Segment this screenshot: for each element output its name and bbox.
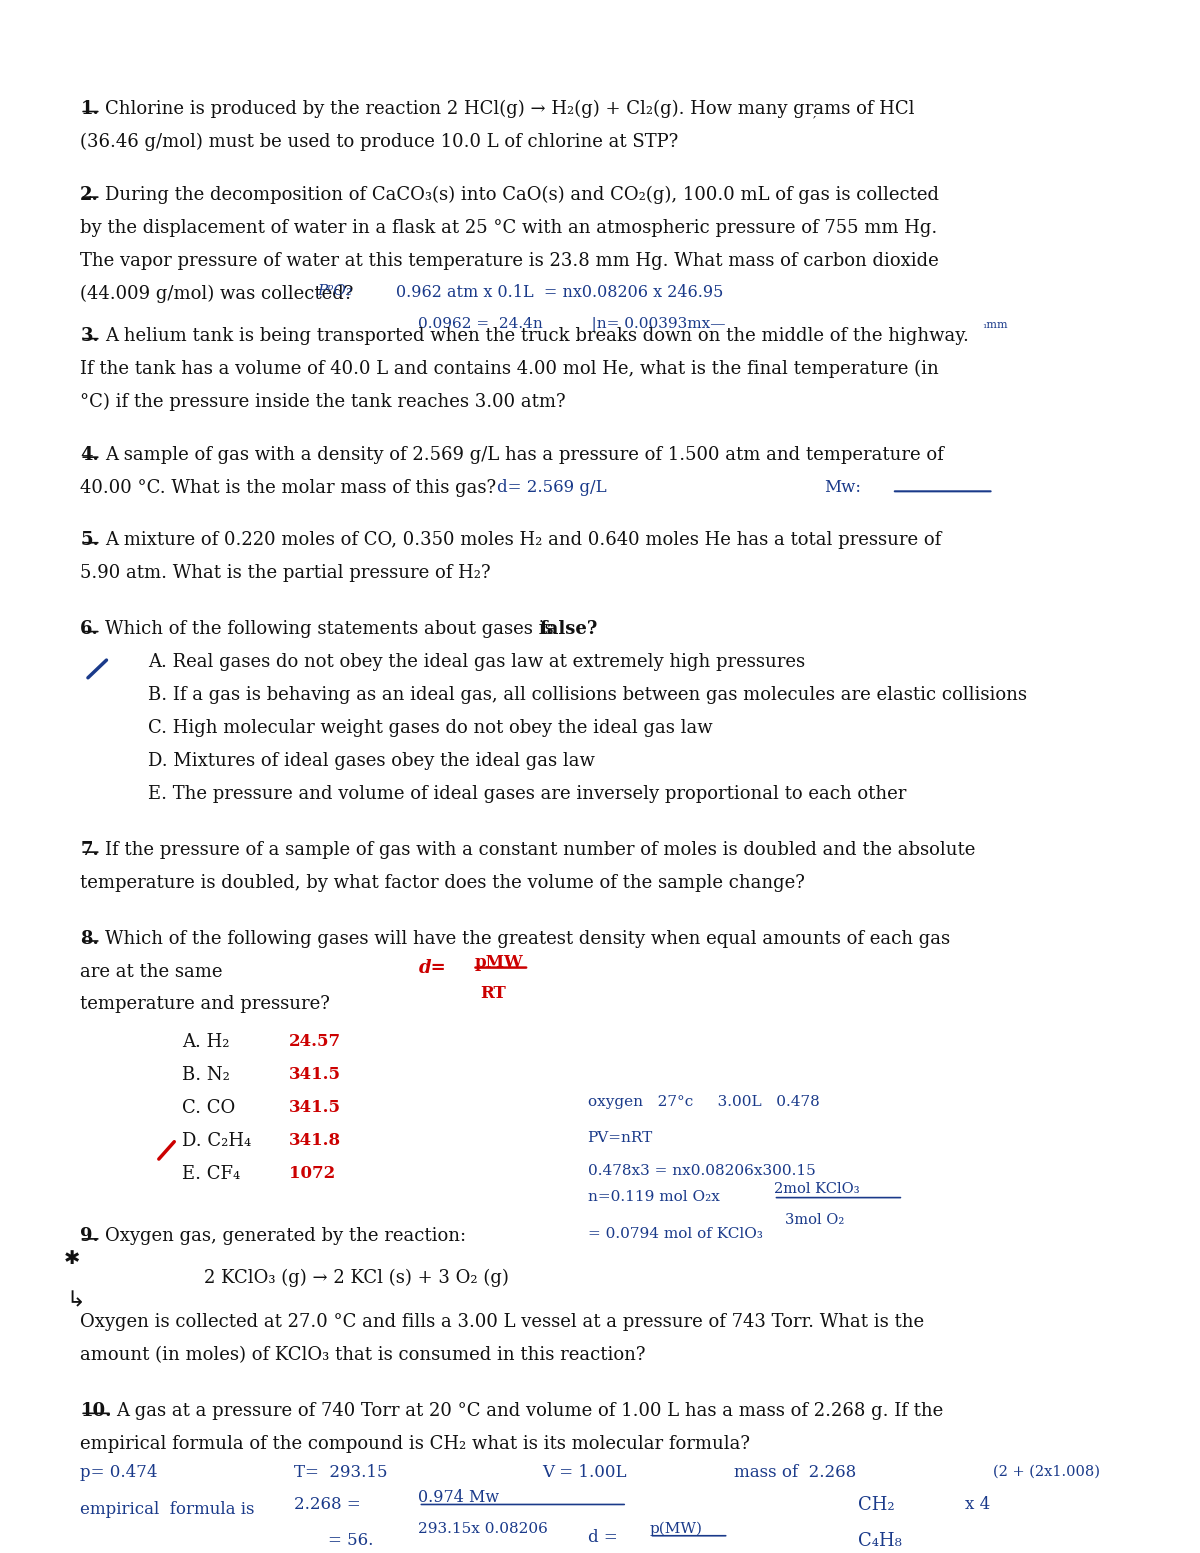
Text: 0.0962 =  24.4n          |n= 0.00393mx—: 0.0962 = 24.4n |n= 0.00393mx— [419, 317, 726, 332]
Text: 4.: 4. [80, 446, 100, 464]
Text: E. CF₄: E. CF₄ [181, 1165, 240, 1183]
Text: mass of  2.268: mass of 2.268 [734, 1464, 857, 1482]
Text: p(MW): p(MW) [649, 1522, 702, 1536]
Text: (36.46 g/mol) must be used to produce 10.0 L of chlorine at STP?: (36.46 g/mol) must be used to produce 10… [80, 134, 678, 151]
Text: 0.478x3 = nx0.08206x300.15: 0.478x3 = nx0.08206x300.15 [588, 1163, 815, 1177]
Text: ↳: ↳ [67, 1291, 85, 1311]
Text: 7.: 7. [80, 840, 100, 859]
Text: 5.: 5. [80, 531, 100, 550]
Text: temperature and pressure?: temperature and pressure? [80, 995, 330, 1014]
Text: ′: ′ [814, 115, 816, 129]
Text: Chlorine is produced by the reaction 2 HCl(g) → H₂(g) + Cl₂(g). How many grams o: Chlorine is produced by the reaction 2 H… [106, 99, 914, 118]
Text: T=  293.15: T= 293.15 [294, 1464, 388, 1482]
Text: = 0.0794 mol of KClO₃: = 0.0794 mol of KClO₃ [588, 1227, 762, 1241]
Text: 10.: 10. [80, 1402, 112, 1419]
Text: 2 KClO₃ (g) → 2 KCl (s) + 3 O₂ (g): 2 KClO₃ (g) → 2 KCl (s) + 3 O₂ (g) [204, 1269, 509, 1287]
Text: RT: RT [480, 985, 506, 1002]
Text: Mw:: Mw: [824, 478, 862, 495]
Text: A helium tank is being transported when the truck breaks down on the middle of t: A helium tank is being transported when … [106, 328, 968, 345]
Text: n=0.119 mol O₂x: n=0.119 mol O₂x [588, 1190, 720, 1204]
Text: (2 + (2x1.008): (2 + (2x1.008) [994, 1464, 1100, 1478]
Text: pMW: pMW [475, 954, 523, 971]
Text: Which of the following statements about gases is: Which of the following statements about … [106, 620, 559, 638]
Text: 1.: 1. [80, 99, 100, 118]
Text: A gas at a pressure of 740 Torr at 20 °C and volume of 1.00 L has a mass of 2.26: A gas at a pressure of 740 Torr at 20 °C… [116, 1402, 943, 1419]
Text: 5.90 atm. What is the partial pressure of H₂?: 5.90 atm. What is the partial pressure o… [80, 564, 491, 582]
Text: Oxygen is collected at 27.0 °C and fills a 3.00 L vessel at a pressure of 743 To: Oxygen is collected at 27.0 °C and fills… [80, 1312, 924, 1331]
Text: 341.5: 341.5 [289, 1067, 341, 1082]
Text: ✱: ✱ [64, 1249, 79, 1269]
Text: 8.: 8. [80, 930, 100, 947]
Text: PV=nRT: PV=nRT [588, 1131, 653, 1145]
Text: 1072: 1072 [289, 1165, 335, 1182]
Text: by the displacement of water in a flask at 25 °C with an atmospheric pressure of: by the displacement of water in a flask … [80, 219, 937, 236]
Text: false?: false? [539, 620, 598, 638]
Text: A. Real gases do not obey the ideal gas law at extremely high pressures: A. Real gases do not obey the ideal gas … [148, 654, 805, 671]
Text: If the tank has a volume of 40.0 L and contains 4.00 mol He, what is the final t: If the tank has a volume of 40.0 L and c… [80, 360, 940, 379]
Text: Which of the following gases will have the greatest density when equal amounts o: Which of the following gases will have t… [106, 930, 950, 947]
Text: C. CO: C. CO [181, 1100, 235, 1117]
Text: PᵖO₂: PᵖO₂ [317, 284, 352, 298]
Text: D. C₂H₄: D. C₂H₄ [181, 1132, 251, 1151]
Text: temperature is doubled, by what factor does the volume of the sample change?: temperature is doubled, by what factor d… [80, 874, 805, 891]
Text: 9.: 9. [80, 1227, 100, 1246]
Text: d= 2.569 g/L: d= 2.569 g/L [498, 478, 607, 495]
Text: = 56.: = 56. [329, 1531, 373, 1548]
Text: 24.57: 24.57 [289, 1033, 341, 1050]
Text: empirical  formula is: empirical formula is [80, 1500, 254, 1517]
Text: are at the same: are at the same [80, 963, 223, 980]
Text: Oxygen gas, generated by the reaction:: Oxygen gas, generated by the reaction: [106, 1227, 467, 1246]
Text: p= 0.474: p= 0.474 [80, 1464, 158, 1482]
Text: 341.8: 341.8 [289, 1132, 341, 1149]
Text: C₄H₈: C₄H₈ [858, 1531, 902, 1550]
Text: A mixture of 0.220 moles of CO, 0.350 moles H₂ and 0.640 moles He has a total pr: A mixture of 0.220 moles of CO, 0.350 mo… [106, 531, 941, 550]
Text: E. The pressure and volume of ideal gases are inversely proportional to each oth: E. The pressure and volume of ideal gase… [148, 784, 906, 803]
Text: The vapor pressure of water at this temperature is 23.8 mm Hg. What mass of carb: The vapor pressure of water at this temp… [80, 252, 940, 270]
Text: A. H₂: A. H₂ [181, 1033, 229, 1051]
Text: 6.: 6. [80, 620, 100, 638]
Text: C. High molecular weight gases do not obey the ideal gas law: C. High molecular weight gases do not ob… [148, 719, 713, 738]
Text: d =: d = [588, 1530, 617, 1547]
Text: empirical formula of the compound is CH₂ what is its molecular formula?: empirical formula of the compound is CH₂… [80, 1435, 750, 1454]
Text: amount (in moles) of KClO₃ that is consumed in this reaction?: amount (in moles) of KClO₃ that is consu… [80, 1346, 646, 1364]
Text: D. Mixtures of ideal gases obey the ideal gas law: D. Mixtures of ideal gases obey the idea… [148, 752, 595, 770]
Text: V = 1.00L: V = 1.00L [542, 1464, 628, 1482]
Text: 341.5: 341.5 [289, 1100, 341, 1117]
Text: °C) if the pressure inside the tank reaches 3.00 atm?: °C) if the pressure inside the tank reac… [80, 393, 566, 412]
Text: 2.268 =: 2.268 = [294, 1496, 361, 1513]
Text: B. If a gas is behaving as an ideal gas, all collisions between gas molecules ar: B. If a gas is behaving as an ideal gas,… [148, 686, 1027, 704]
Text: CH₂: CH₂ [858, 1496, 895, 1514]
Text: If the pressure of a sample of gas with a constant number of moles is doubled an: If the pressure of a sample of gas with … [106, 840, 976, 859]
Text: 0.962 atm x 0.1L  = nx0.08206 x 246.95: 0.962 atm x 0.1L = nx0.08206 x 246.95 [396, 284, 724, 301]
Text: 3mol O₂: 3mol O₂ [785, 1213, 844, 1227]
Text: 40.00 °C. What is the molar mass of this gas?: 40.00 °C. What is the molar mass of this… [80, 478, 497, 497]
Text: 0.974 Mw: 0.974 Mw [419, 1489, 499, 1506]
Text: oxygen   27°c     3.00L   0.478: oxygen 27°c 3.00L 0.478 [588, 1095, 820, 1109]
Text: 293.15x 0.08206: 293.15x 0.08206 [419, 1522, 548, 1536]
Text: ₁mm: ₁mm [982, 320, 1008, 329]
Text: A sample of gas with a density of 2.569 g/L has a pressure of 1.500 atm and temp: A sample of gas with a density of 2.569 … [106, 446, 944, 464]
Text: 3.: 3. [80, 328, 100, 345]
Text: B. N₂: B. N₂ [181, 1067, 229, 1084]
Text: x 4: x 4 [965, 1496, 990, 1513]
Text: During the decomposition of CaCO₃(s) into CaO(s) and CO₂(g), 100.0 mL of gas is : During the decomposition of CaCO₃(s) int… [106, 186, 940, 203]
Text: d=: d= [419, 958, 446, 977]
Text: 2.: 2. [80, 186, 100, 203]
Text: 2mol KClO₃: 2mol KClO₃ [774, 1182, 859, 1196]
Text: (44.009 g/mol) was collected?: (44.009 g/mol) was collected? [80, 284, 354, 303]
